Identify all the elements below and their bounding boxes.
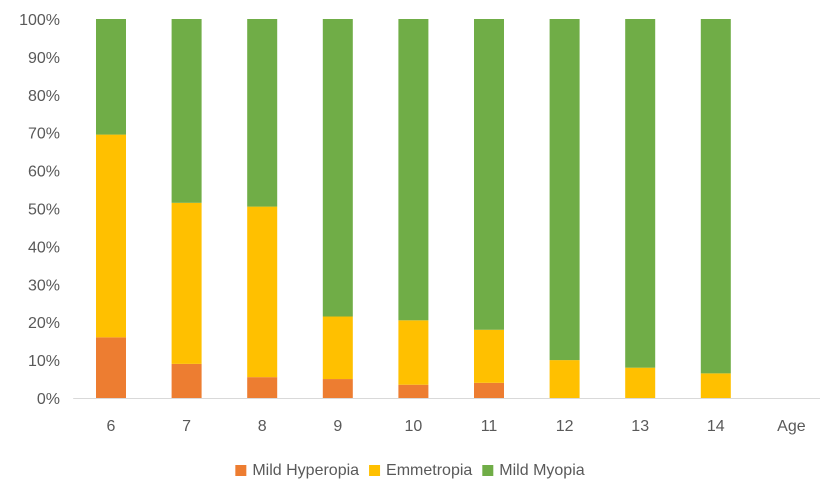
bar-segment xyxy=(322,19,353,317)
legend-swatch xyxy=(369,465,381,476)
y-tick-label: 30% xyxy=(28,277,60,294)
legend-label: Mild Hyperopia xyxy=(252,462,359,479)
x-tick-label: 10 xyxy=(405,418,423,435)
legend: Mild Hyperopia Emmetropia Mild Myopia xyxy=(235,462,585,479)
x-axis-ticks: 6 7 8 9 10 11 12 13 14 xyxy=(107,418,725,435)
x-tick-label: 7 xyxy=(182,418,191,435)
y-tick-label: 10% xyxy=(28,353,60,370)
y-axis-ticks: 0% 10% 20% 30% 40% 50% 60% 70% 80% 90% 100% xyxy=(19,12,60,408)
y-tick-label: 80% xyxy=(28,88,60,105)
x-tick-label: 13 xyxy=(631,418,649,435)
bar-stacks xyxy=(96,19,731,398)
bar-segment xyxy=(322,379,353,398)
bar-segment xyxy=(322,316,353,380)
y-tick-label: 70% xyxy=(28,126,60,143)
y-tick-label: 50% xyxy=(28,202,60,219)
x-tick-label: 9 xyxy=(333,418,342,435)
legend-label: Emmetropia xyxy=(386,462,472,479)
bar-segment xyxy=(96,337,126,398)
bar-segment xyxy=(474,382,504,398)
bar-segment xyxy=(398,19,429,321)
y-tick-label: 20% xyxy=(28,315,60,332)
bar-segment xyxy=(96,19,126,135)
x-tick-label: 6 xyxy=(107,418,116,435)
bar-segment xyxy=(474,329,504,383)
y-tick-label: 0% xyxy=(37,391,60,408)
bar-segment xyxy=(549,360,580,398)
bar-segment xyxy=(247,377,278,398)
x-axis-end-label: Age xyxy=(777,418,806,435)
x-tick-label: 8 xyxy=(258,418,267,435)
bar-segment xyxy=(247,206,278,378)
bar-segment xyxy=(171,363,202,398)
bar-segment xyxy=(625,19,656,368)
x-tick-label: 12 xyxy=(556,418,574,435)
bar-segment xyxy=(700,19,731,374)
y-tick-label: 100% xyxy=(19,12,60,29)
legend-swatch xyxy=(482,465,494,476)
legend-swatch xyxy=(235,465,247,476)
bar-segment xyxy=(171,19,202,203)
bar-segment xyxy=(398,320,429,385)
x-tick-label: 11 xyxy=(481,418,498,435)
bar-segment xyxy=(549,19,580,361)
bar-segment xyxy=(474,19,504,330)
legend-label: Mild Myopia xyxy=(499,462,584,479)
bar-segment xyxy=(700,373,731,398)
bar-segment xyxy=(96,134,126,338)
bar-segment xyxy=(398,384,429,398)
bar-segment xyxy=(247,19,278,207)
y-tick-label: 60% xyxy=(28,164,60,181)
bar-segment xyxy=(625,367,656,398)
bar-segment xyxy=(171,202,202,364)
y-tick-label: 90% xyxy=(28,50,60,67)
y-tick-label: 40% xyxy=(28,239,60,256)
x-tick-label: 14 xyxy=(707,418,725,435)
